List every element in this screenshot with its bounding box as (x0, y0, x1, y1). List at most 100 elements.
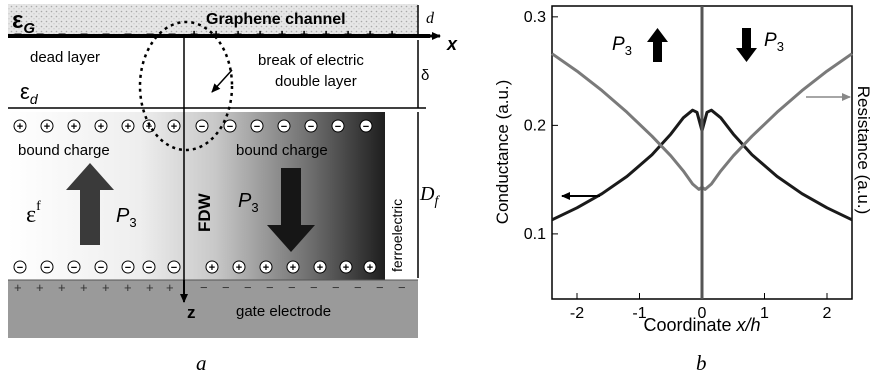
top-charge-5: + (125, 121, 131, 133)
graphene-charges: − − − − − − − − + + + + + + + + + + (14, 26, 396, 42)
x-tick-label-3: 1 (760, 305, 769, 322)
bottom-charge-8: + (209, 262, 215, 274)
gate-minus-10: − (398, 280, 406, 295)
top-charge-10: − (254, 121, 260, 133)
graphene-minus-4: − (80, 26, 88, 42)
chart-layer: -2 -1 0 1 2 0.1 0.2 0.3 (524, 6, 853, 322)
top-charge-7: + (171, 121, 177, 133)
break-arrow (211, 69, 233, 93)
gate-minus-1: − (200, 280, 208, 295)
gate-electrode-label: gate electrode (236, 303, 331, 320)
delta-label: δ (421, 67, 429, 84)
graphene-channel-label: Graphene channel (206, 11, 346, 28)
p3-up-label: P3 (612, 34, 632, 58)
p3-right-label: P3 (238, 190, 259, 215)
x-tick-label-2: 0 (698, 305, 707, 322)
gate-plus-5: + (102, 280, 110, 295)
ferroelectric-label: ferroelectric (389, 199, 405, 272)
gate-minus-9: − (376, 280, 384, 295)
polarization-down-arrow (267, 168, 315, 252)
gate-plus-4: + (80, 280, 88, 295)
bottom-charge-6: − (146, 262, 152, 274)
graphene-plus-7: + (322, 26, 330, 42)
graphene-plus-9: + (366, 26, 374, 42)
gate-minus-7: − (332, 280, 340, 295)
top-charge-3: + (71, 121, 77, 133)
graphene-plus-3: + (234, 26, 242, 42)
bottom-charge-11: + (290, 262, 296, 274)
gate-plus-3: + (58, 280, 66, 295)
dead-layer-label: dead layer (30, 49, 100, 66)
top-charge-13: − (335, 121, 341, 133)
p3-down-label: P3 (764, 30, 784, 54)
gate-minus-8: − (354, 280, 362, 295)
bottom-charge-14: + (367, 262, 373, 274)
eps-g-label: εG (12, 7, 35, 37)
graphene-minus-1: − (14, 26, 22, 42)
break-label-line2: double layer (275, 73, 357, 90)
gate-minus-6: − (310, 280, 318, 295)
x-tick-label-0: -2 (570, 305, 584, 322)
x-tick-label-4: 2 (823, 305, 832, 322)
top-charge-8: − (199, 121, 205, 133)
panel-a-caption: a (196, 351, 207, 375)
graphene-minus-5: − (102, 26, 110, 42)
graphene-minus-2: − (36, 26, 44, 42)
gate-electrode (8, 280, 418, 338)
bottom-charge-7: − (171, 262, 177, 274)
top-charge-4: + (98, 121, 104, 133)
bottom-charge-9: + (236, 262, 242, 274)
gate-plus-7: + (146, 280, 154, 295)
bottom-charge-4: − (98, 262, 104, 274)
break-region-ellipse (138, 20, 234, 152)
panel-a: εG Graphene channel d x − − − − − − − − … (8, 4, 458, 375)
top-bound-charges: + + + + + + + − − − − − − − (13, 119, 373, 133)
panel-b-caption: b (696, 351, 707, 375)
gate-minus-4: − (266, 280, 274, 295)
gate-minus-2: − (222, 280, 230, 295)
top-charge-9: − (227, 121, 233, 133)
top-charge-1: + (17, 121, 23, 133)
bottom-charge-10: + (263, 262, 269, 274)
bottom-charge-2: − (44, 262, 50, 274)
bottom-bound-charges: − − − − − − − + + + + + + + (13, 260, 377, 274)
graphene-minus-8: − (168, 26, 176, 42)
bound-charge-right-label: bound charge (236, 142, 328, 159)
x-tick-label-1: -1 (632, 305, 646, 322)
top-charge-2: + (44, 121, 50, 133)
bottom-charge-5: − (125, 262, 131, 274)
graphene-plus-4: + (256, 26, 264, 42)
eps-d-label: εd (20, 79, 39, 107)
panel-b: -2 -1 0 1 2 0.1 0.2 0.3 Conductance (a.u.) Resi… (493, 5, 873, 375)
graphene-plus-10: + (388, 26, 396, 42)
graphene-minus-7: − (146, 26, 154, 42)
z-axis-label: z (187, 303, 196, 322)
bottom-charge-12: + (317, 262, 323, 274)
top-charge-12: − (308, 121, 314, 133)
break-label-line1: break of electric (258, 52, 364, 69)
df-label: Df (419, 183, 440, 209)
graphene-layer (8, 4, 418, 36)
top-charge-11: − (281, 121, 287, 133)
graphene-plus-6: + (300, 26, 308, 42)
ferroelectric-body (8, 112, 385, 280)
gate-charges: + + + + + + + + − − − − − − − − − − (14, 280, 406, 295)
y-tick-label-1: 0.2 (524, 117, 546, 134)
p3-down-arrow (736, 28, 757, 62)
graphene-plus-2: + (212, 26, 220, 42)
gate-minus-3: − (244, 280, 252, 295)
fdw-label: FDW (195, 192, 214, 232)
graphene-plus-1: + (190, 26, 198, 42)
polarization-up-arrow (66, 163, 114, 245)
graphene-plus-5: + (278, 26, 286, 42)
eps-f-label: εf (26, 199, 41, 228)
top-charge-6: + (146, 121, 152, 133)
y-tick-label-2: 0.3 (524, 9, 546, 26)
bottom-charge-3: − (71, 262, 77, 274)
x-axis-label: Coordinate x/h (643, 315, 760, 335)
gate-plus-8: + (166, 280, 174, 295)
y-tick-label-0: 0.1 (524, 226, 546, 243)
bound-charge-left-label: bound charge (18, 142, 110, 159)
gate-plus-2: + (36, 280, 44, 295)
